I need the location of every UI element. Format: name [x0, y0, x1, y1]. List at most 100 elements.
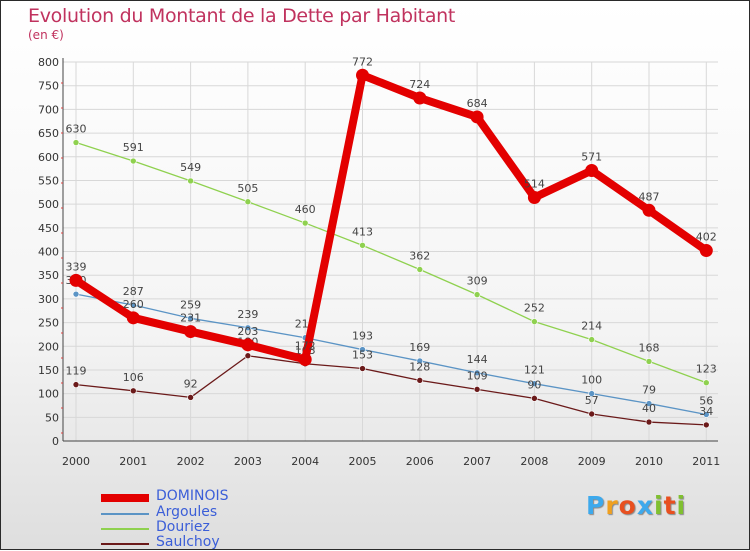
legend-label: Saulchoy	[156, 534, 220, 550]
data-label: 153	[352, 349, 373, 362]
data-label: 144	[467, 353, 488, 366]
data-point	[645, 418, 653, 426]
data-point	[298, 353, 312, 367]
data-point	[588, 390, 596, 397]
series-line-argoules	[75, 293, 707, 416]
x-tick-label: 2003	[234, 455, 262, 468]
y-tick-label: 50	[45, 411, 59, 424]
data-label: 214	[581, 320, 602, 333]
data-label: 630	[66, 123, 87, 136]
y-tick-label: 800	[38, 56, 59, 69]
data-label: 309	[467, 275, 488, 288]
series-line-douriez	[75, 141, 707, 384]
data-point	[699, 244, 713, 258]
data-label: 571	[581, 150, 602, 163]
data-point	[72, 139, 80, 146]
data-label: 287	[123, 285, 144, 298]
y-tick-label: 0	[52, 435, 59, 448]
data-point	[244, 324, 252, 332]
data-point	[130, 387, 137, 395]
chart-title: Evolution du Montant de la Dette par Hab…	[28, 5, 456, 27]
data-label: 92	[184, 377, 198, 390]
data-label: 34	[699, 405, 713, 418]
y-tick-label: 500	[38, 198, 59, 211]
data-label: 402	[696, 231, 717, 244]
data-point	[356, 68, 369, 82]
x-tick-label: 2002	[177, 455, 205, 468]
y-tick-label: 550	[38, 174, 59, 187]
y-tick-label: 150	[38, 364, 59, 377]
data-label: 193	[352, 330, 373, 343]
y-tick-label: 400	[38, 246, 59, 259]
data-label: 231	[180, 312, 201, 325]
chart-subtitle: (en €)	[28, 28, 64, 42]
x-tick-label: 2011	[692, 455, 720, 468]
legend-label: Douriez	[156, 519, 210, 535]
data-point	[531, 318, 538, 325]
data-label: 591	[123, 141, 144, 154]
proxiti-logo: Proxiti	[586, 491, 687, 520]
y-tick-label: 650	[38, 127, 59, 140]
data-point	[359, 365, 366, 372]
data-label: 505	[237, 182, 258, 195]
legend-label: DOMINOIS	[156, 488, 229, 504]
y-tick-label: 200	[38, 340, 59, 353]
y-tick-label: 750	[38, 80, 59, 93]
y-tick-label: 300	[38, 293, 59, 306]
series-line-dominois	[72, 71, 711, 364]
data-label: 514	[524, 177, 545, 190]
data-point	[359, 346, 366, 353]
data-point	[187, 177, 194, 185]
data-point	[413, 91, 427, 105]
x-tick-label: 2005	[349, 455, 377, 468]
data-label: 772	[352, 55, 373, 68]
data-point	[416, 357, 424, 365]
x-tick-label: 2001	[119, 455, 147, 468]
data-label: 549	[180, 161, 201, 174]
data-point	[702, 421, 710, 429]
data-label: 252	[524, 302, 545, 315]
legend-swatch	[101, 543, 149, 545]
data-label: 203	[237, 325, 258, 338]
data-label: 259	[180, 298, 201, 311]
y-tick-label: 250	[38, 317, 59, 330]
data-label: 109	[467, 369, 488, 382]
data-point	[645, 358, 653, 365]
y-tick-label: 350	[38, 269, 59, 282]
data-point	[645, 400, 653, 407]
legend-swatch	[101, 494, 149, 502]
legend-swatch	[101, 513, 149, 515]
data-label: 123	[696, 363, 717, 376]
data-point	[301, 219, 309, 227]
data-label: 90	[527, 378, 541, 391]
y-tick-label: 600	[38, 151, 59, 164]
data-label: 362	[409, 250, 430, 263]
data-point	[642, 203, 656, 217]
x-tick-label: 2004	[291, 455, 319, 468]
data-label: 100	[581, 374, 602, 387]
data-label: 460	[295, 203, 316, 216]
x-tick-label: 2006	[406, 455, 434, 468]
data-point	[585, 163, 599, 177]
data-label: 172	[295, 340, 316, 353]
legend-swatch	[101, 528, 149, 530]
data-label: 40	[642, 402, 656, 415]
data-label: 487	[639, 190, 660, 203]
data-point	[244, 198, 252, 206]
x-tick-label: 2010	[635, 455, 663, 468]
data-point	[588, 410, 596, 418]
data-point	[416, 377, 424, 384]
data-point	[531, 395, 538, 402]
data-label: 79	[642, 384, 656, 397]
data-label: 260	[123, 298, 144, 311]
data-label: 168	[639, 341, 660, 354]
data-label: 128	[409, 360, 430, 373]
data-point	[359, 242, 366, 249]
x-tick-label: 2000	[62, 455, 90, 468]
data-point	[527, 190, 541, 204]
data-label: 57	[585, 394, 599, 407]
data-label: 121	[524, 364, 545, 377]
data-label: 56	[699, 394, 713, 407]
